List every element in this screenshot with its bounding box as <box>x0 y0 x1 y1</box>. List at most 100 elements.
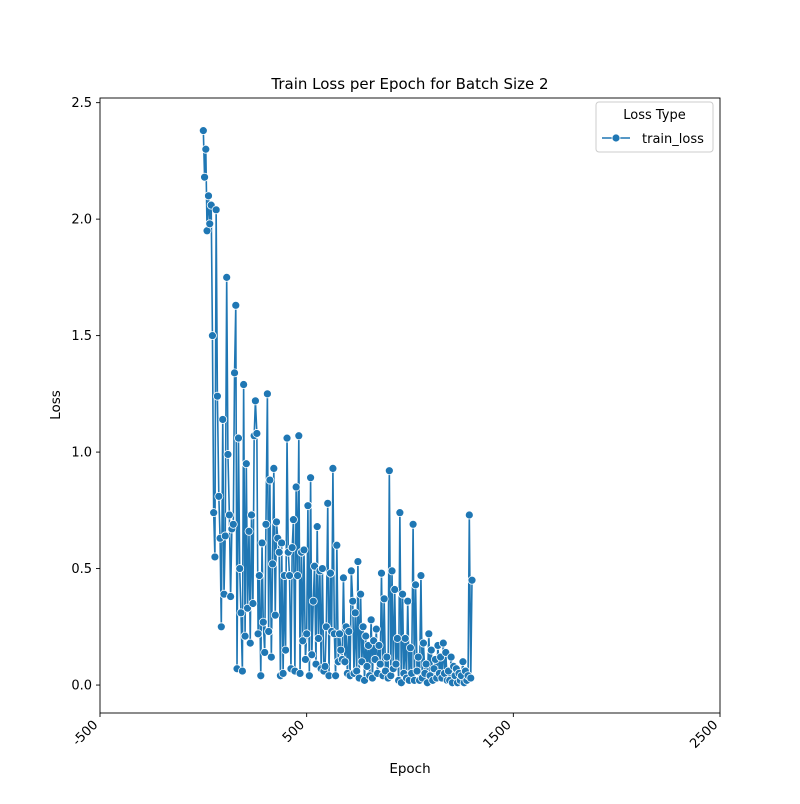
data-point <box>282 433 292 443</box>
data-point <box>253 629 263 639</box>
data-point <box>295 669 305 678</box>
data-point <box>467 575 477 585</box>
data-point <box>218 415 228 424</box>
data-point <box>411 580 420 590</box>
data-point <box>294 431 304 441</box>
data-point <box>392 634 402 643</box>
data-point <box>251 396 260 406</box>
data-point <box>214 491 224 501</box>
data-point <box>248 599 258 608</box>
data-point <box>266 652 276 662</box>
data-point <box>272 517 281 527</box>
data-point <box>247 510 256 520</box>
data-point <box>314 634 323 643</box>
data-point <box>353 557 363 566</box>
data-point <box>390 585 400 594</box>
data-point <box>228 519 238 529</box>
data-point <box>264 627 274 636</box>
data-point <box>332 540 342 550</box>
data-point <box>358 622 368 632</box>
plot-frame <box>99 97 721 714</box>
data-point <box>438 638 448 648</box>
data-point <box>208 331 217 341</box>
data-point <box>356 589 366 599</box>
data-point <box>287 543 297 552</box>
data-point <box>426 645 436 655</box>
data-point <box>328 463 338 473</box>
data-point <box>254 571 264 580</box>
data-point <box>387 566 397 576</box>
data-point <box>382 652 392 662</box>
data-point <box>277 538 287 548</box>
data-point <box>458 657 468 667</box>
data-point <box>201 144 211 154</box>
data-point <box>412 666 422 676</box>
data-point <box>230 368 239 378</box>
data-point <box>222 272 232 282</box>
data-point <box>326 568 335 578</box>
y-tick-label: 1.5 <box>71 329 92 344</box>
data-point <box>236 608 246 618</box>
data-point <box>244 526 254 536</box>
data-point <box>209 508 219 518</box>
legend-point-marker <box>611 133 621 143</box>
data-point <box>302 629 312 639</box>
legend-series-label: train_loss <box>642 132 704 147</box>
legend-box <box>595 101 714 153</box>
data-point <box>223 450 233 459</box>
data-point <box>346 566 356 576</box>
y-tick-label: 2.0 <box>71 213 92 228</box>
data-point <box>289 515 298 525</box>
data-point <box>278 669 288 678</box>
data-point <box>419 638 428 648</box>
data-point <box>366 615 376 625</box>
data-point <box>241 459 251 469</box>
data-point <box>307 650 317 660</box>
x-axis-label: Epoch <box>389 761 430 777</box>
data-point <box>245 638 255 648</box>
data-point <box>211 205 221 215</box>
data-point <box>252 429 262 438</box>
data-point <box>374 641 384 650</box>
data-point <box>348 596 358 606</box>
data-point <box>262 389 272 399</box>
data-point <box>335 629 344 639</box>
data-point <box>256 671 266 681</box>
y-tick-label: 2.5 <box>71 96 92 111</box>
data-point <box>323 498 333 508</box>
data-point <box>281 645 290 655</box>
data-point <box>210 552 220 562</box>
data-point <box>466 673 476 683</box>
data-point <box>299 545 309 555</box>
data-point <box>261 519 271 529</box>
data-point <box>312 522 322 532</box>
data-point <box>260 648 270 657</box>
data-point <box>336 645 346 655</box>
data-point <box>237 666 247 676</box>
legend: Loss Type train_loss <box>595 101 714 153</box>
data-point <box>304 671 314 681</box>
data-point <box>226 592 236 601</box>
data-point <box>268 559 277 569</box>
data-point <box>291 482 301 492</box>
data-point <box>395 508 405 518</box>
data-point <box>258 617 268 627</box>
data-point <box>293 571 302 580</box>
data-point <box>403 596 413 606</box>
data-point <box>350 608 360 618</box>
data-point <box>306 473 315 483</box>
data-point <box>198 126 208 136</box>
data-point <box>421 659 431 669</box>
data-point <box>413 652 423 662</box>
data-point <box>446 652 456 662</box>
chart-title: Train Loss per Epoch for Batch Size 2 <box>270 75 548 93</box>
data-point <box>220 531 230 541</box>
data-point <box>270 610 280 620</box>
y-tick-label: 0.0 <box>71 679 92 694</box>
data-point <box>377 568 386 578</box>
data-point <box>340 657 350 667</box>
data-point <box>308 596 318 606</box>
data-point <box>234 433 243 443</box>
data-point <box>212 391 222 401</box>
data-point <box>398 589 407 599</box>
